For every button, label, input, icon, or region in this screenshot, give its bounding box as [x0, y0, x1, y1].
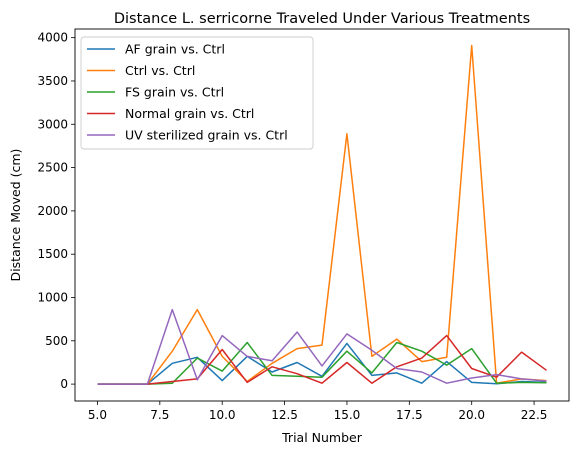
- x-tick-label: 17.5: [396, 408, 423, 422]
- y-tick-label: 4000: [37, 31, 68, 45]
- y-tick-label: 1500: [37, 247, 68, 261]
- y-tick-label: 0: [60, 377, 68, 391]
- x-tick-label: 12.5: [271, 408, 298, 422]
- legend: AF grain vs. Ctrl Ctrl vs. Ctrl FS grain v…: [81, 37, 313, 149]
- x-tick-label: 15.0: [334, 408, 361, 422]
- y-tick-label: 2500: [37, 161, 68, 175]
- y-tick-label: 500: [45, 334, 68, 348]
- y-axis-label: Distance Moved (cm): [8, 149, 23, 282]
- legend-label: Normal grain vs. Ctrl: [125, 106, 254, 121]
- x-tick-label: 5.0: [88, 408, 107, 422]
- y-tick-label: 1000: [37, 290, 68, 304]
- y-tick-label: 3000: [37, 117, 68, 131]
- y-tick-label: 2000: [37, 204, 68, 218]
- y-tick-label: 3500: [37, 74, 68, 88]
- x-axis-label: Trial Number: [281, 430, 363, 445]
- x-tick-label: 7.5: [150, 408, 169, 422]
- x-tick-label: 22.5: [521, 408, 548, 422]
- x-tick-label: 20.0: [458, 408, 485, 422]
- chart-title: Distance L. serricorne Traveled Under Va…: [114, 11, 530, 27]
- legend-label: AF grain vs. Ctrl: [125, 42, 225, 57]
- x-tick-label: 10.0: [209, 408, 236, 422]
- legend-label: FS grain vs. Ctrl: [125, 85, 224, 100]
- legend-label: Ctrl vs. Ctrl: [125, 63, 195, 78]
- legend-label: UV sterilized grain vs. Ctrl: [125, 128, 288, 143]
